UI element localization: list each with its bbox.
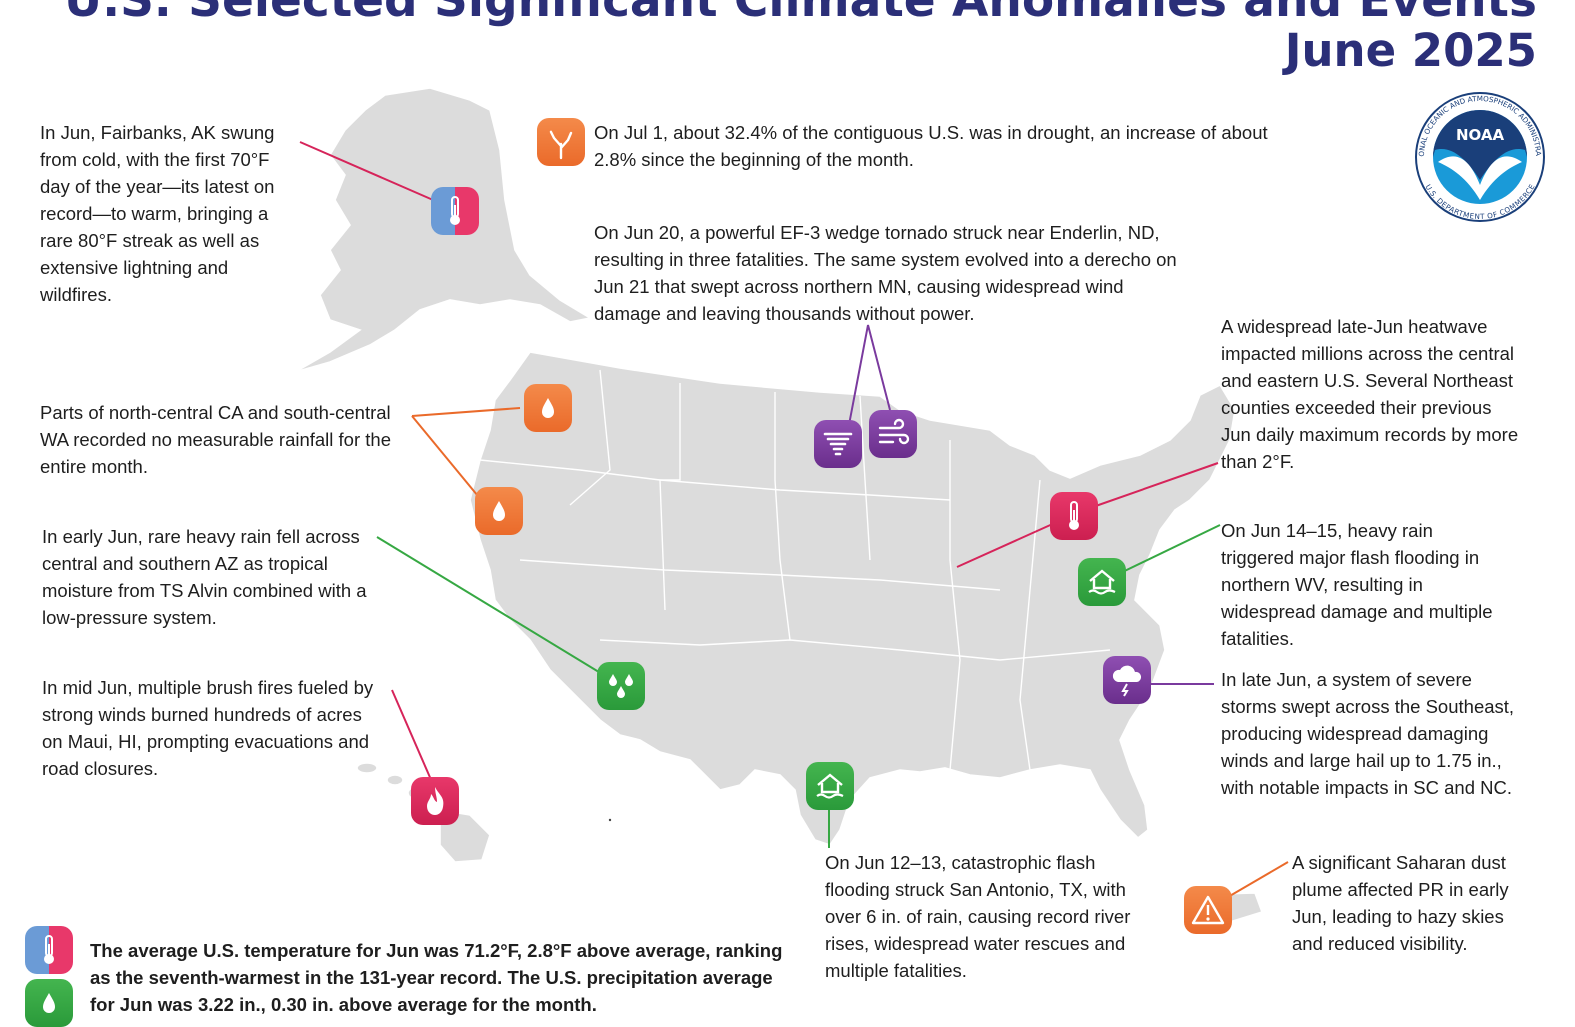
- wv-flood-text: On Jun 14–15, heavy rain triggered major…: [1221, 520, 1493, 649]
- summary-text: The average U.S. temperature for Jun was…: [90, 940, 783, 1015]
- az-rain-text: In early Jun, rare heavy rain fell acros…: [42, 526, 367, 628]
- drought-icon: [537, 118, 585, 166]
- flood-house-icon: [1078, 558, 1126, 606]
- thermometer-icon: [431, 187, 479, 235]
- fire-icon: [411, 777, 459, 825]
- raindrop-icon: [475, 487, 523, 535]
- thermometer-icon: [1050, 492, 1098, 540]
- wind-icon: [869, 410, 917, 458]
- page-title: U.S. Selected Significant Climate Anomal…: [64, 0, 1537, 28]
- raindrop-icon: [524, 384, 572, 432]
- dry-text: Parts of north-central CA and south-cent…: [40, 402, 391, 477]
- alaska-text: In Jun, Fairbanks, AK swung from cold, w…: [40, 122, 275, 305]
- flood-house-icon: [806, 762, 854, 810]
- drought-text: On Jul 1, about 32.4% of the contiguous …: [594, 122, 1268, 170]
- page-subtitle: June 2025: [1284, 24, 1537, 77]
- svg-text:NOAA: NOAA: [1456, 126, 1505, 144]
- se-storms-text: In late Jun, a system of severe storms s…: [1221, 669, 1515, 798]
- raindrop-icon: [25, 979, 73, 1027]
- thermometer-icon: [25, 926, 73, 974]
- raindrops-icon: [597, 662, 645, 710]
- warning-icon: [1184, 886, 1232, 934]
- pr-dust-text: A significant Saharan dust plume affecte…: [1292, 852, 1509, 954]
- noaa-logo: NATIONAL OCEANIC AND ATMOSPHERIC ADMINIS…: [1413, 90, 1545, 222]
- storm-cloud-icon: [1103, 656, 1151, 704]
- maui-text: In mid Jun, multiple brush fires fueled …: [42, 677, 374, 779]
- tx-flood-text: On Jun 12–13, catastrophic flash floodin…: [825, 852, 1131, 981]
- heatwave-text: A widespread late-Jun heatwave impacted …: [1221, 316, 1519, 472]
- tornado-text: On Jun 20, a powerful EF-3 wedge tornado…: [594, 222, 1177, 324]
- hawaii-island-2: [386, 774, 404, 786]
- hawaii-island-1: [356, 762, 378, 774]
- tornado-icon: [814, 420, 862, 468]
- contiguous-us-shape: [469, 351, 1236, 846]
